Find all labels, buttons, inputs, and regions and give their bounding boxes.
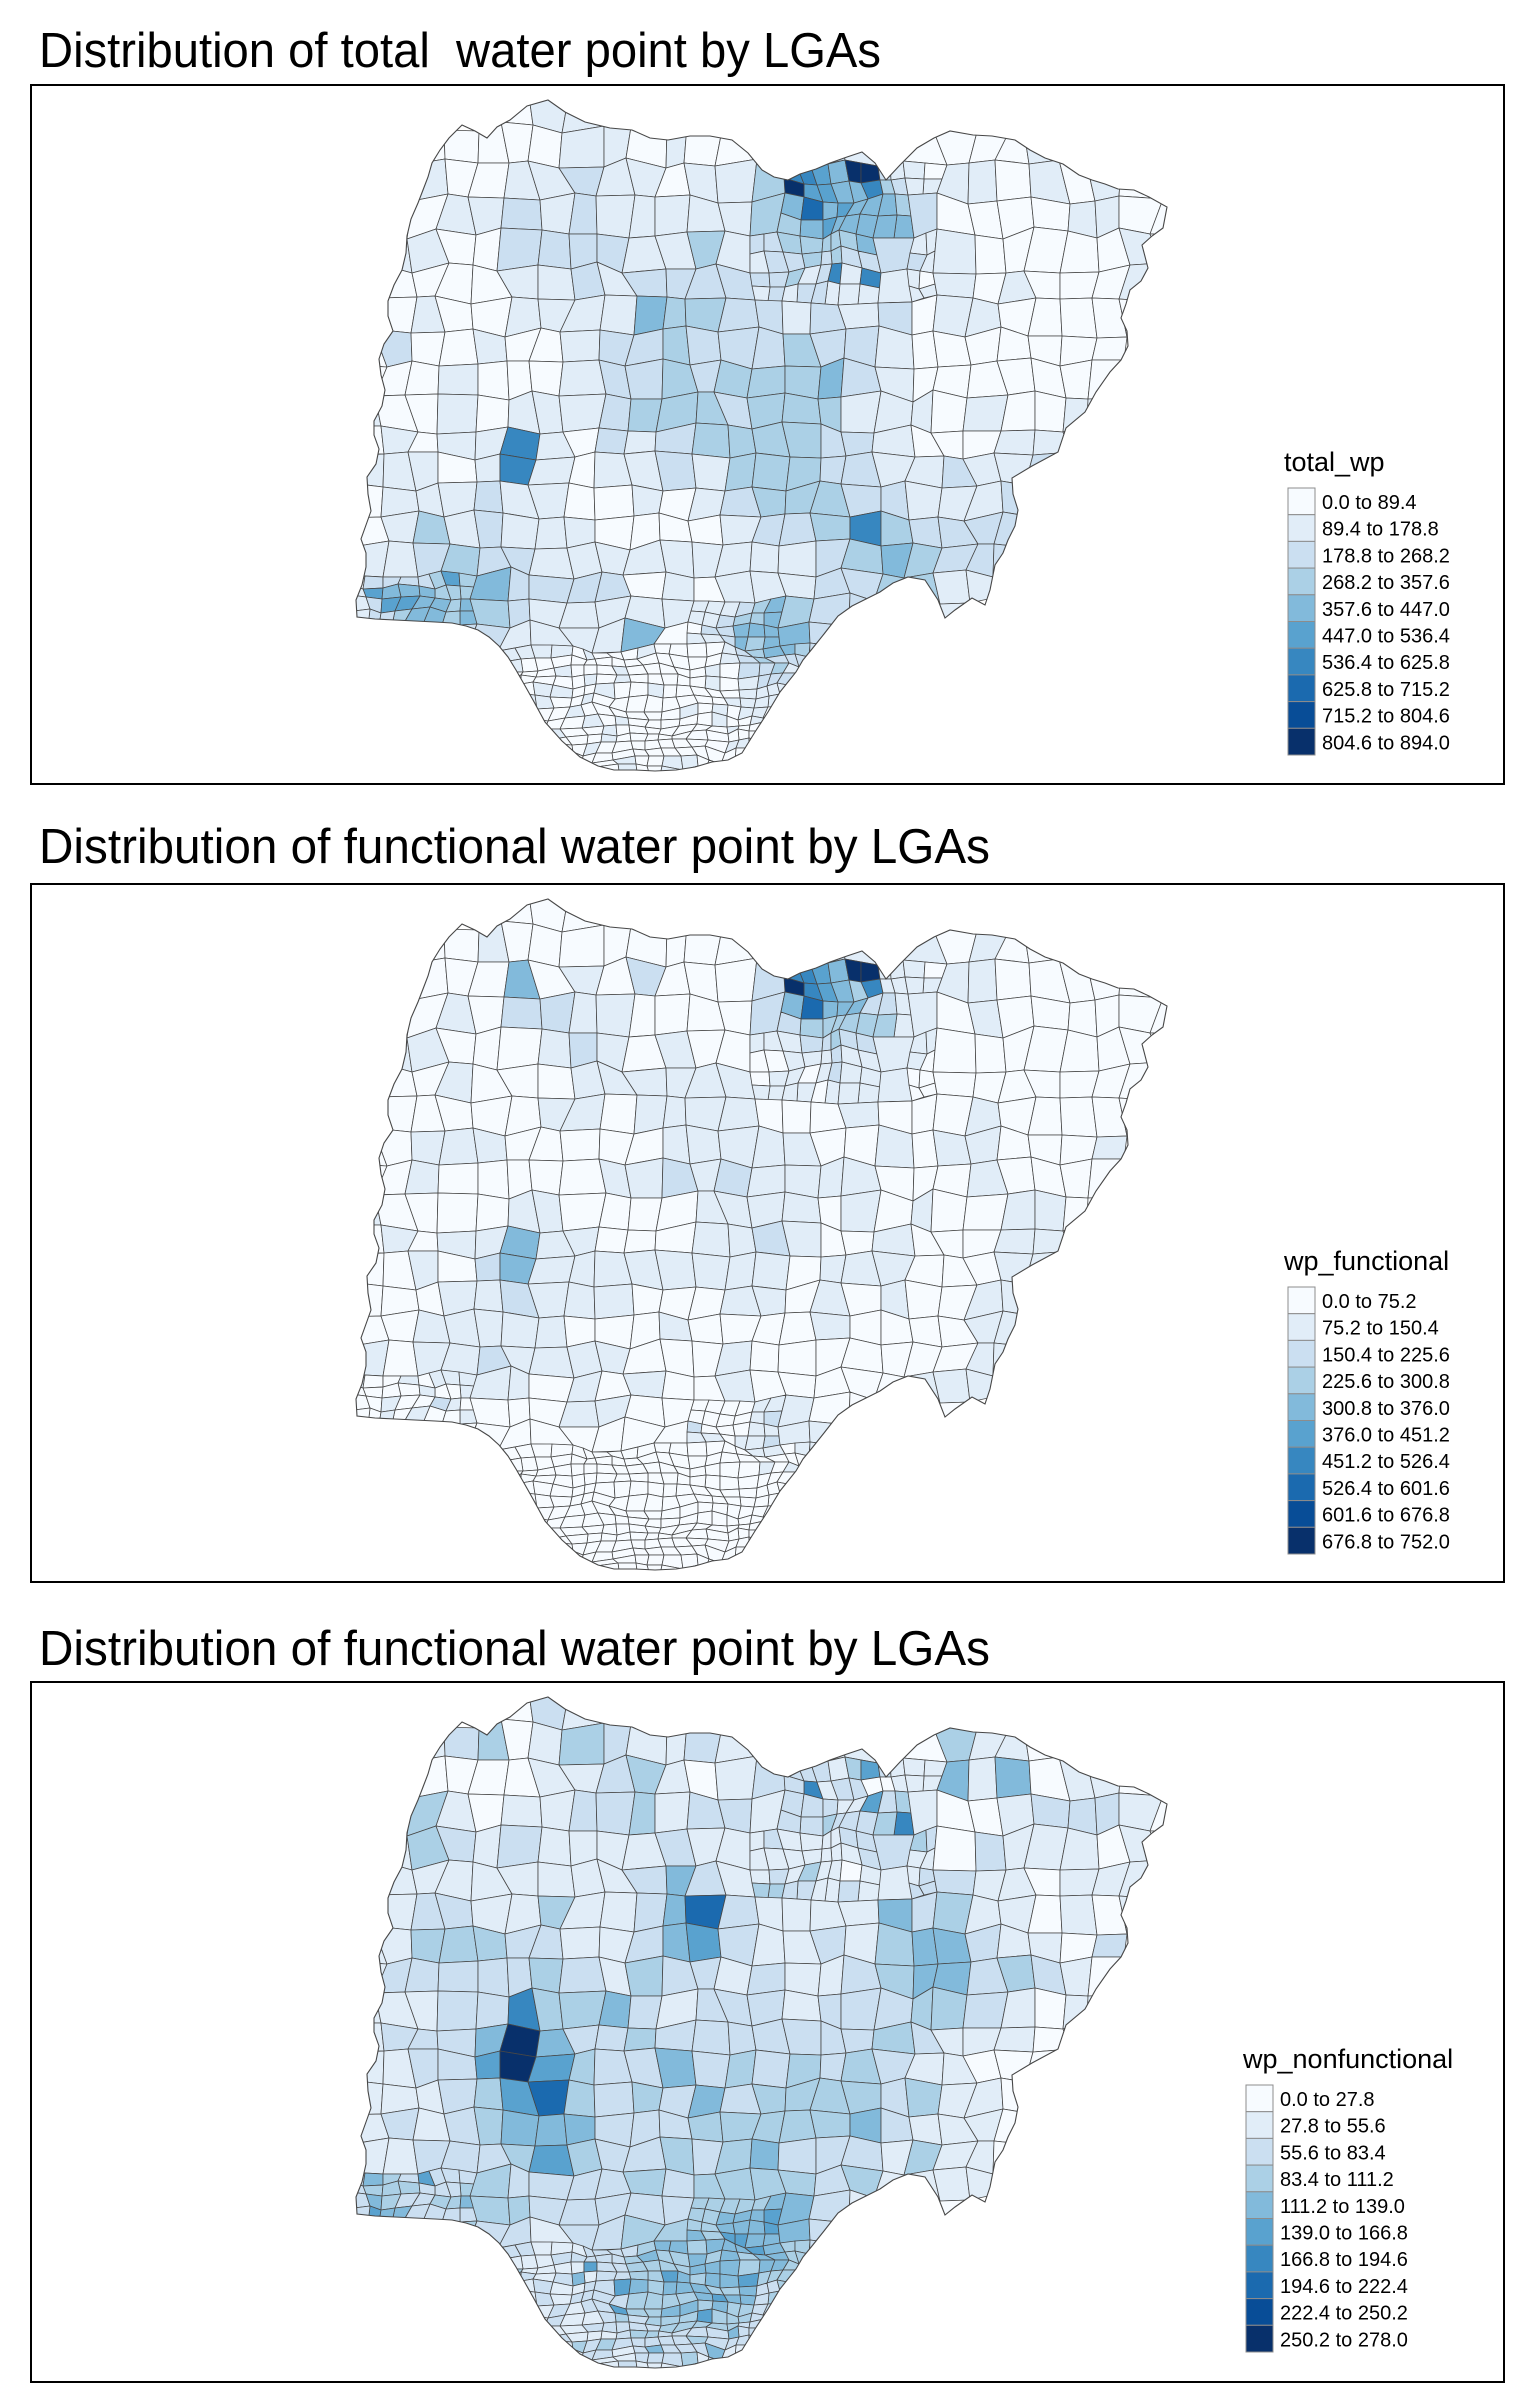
svg-text:0.0 to 27.8: 0.0 to 27.8 <box>1280 2089 1375 2111</box>
svg-text:601.6 to 676.8: 601.6 to 676.8 <box>1322 1505 1450 1527</box>
svg-text:225.6 to 300.8: 225.6 to 300.8 <box>1322 1371 1450 1393</box>
svg-text:total_wp: total_wp <box>1284 447 1385 477</box>
svg-text:268.2 to 357.6: 268.2 to 357.6 <box>1322 572 1450 594</box>
svg-text:0.0 to 89.4: 0.0 to 89.4 <box>1322 492 1417 514</box>
svg-text:804.6 to 894.0: 804.6 to 894.0 <box>1322 732 1450 754</box>
svg-text:178.8 to 268.2: 178.8 to 268.2 <box>1322 545 1450 567</box>
svg-text:83.4 to 111.2: 83.4 to 111.2 <box>1280 2169 1394 2191</box>
svg-text:111.2 to 139.0: 111.2 to 139.0 <box>1280 2196 1405 2218</box>
svg-text:300.8 to 376.0: 300.8 to 376.0 <box>1322 1398 1450 1420</box>
svg-text:27.8 to 55.6: 27.8 to 55.6 <box>1280 2116 1386 2138</box>
svg-text:139.0 to 166.8: 139.0 to 166.8 <box>1280 2223 1408 2245</box>
svg-text:376.0 to 451.2: 376.0 to 451.2 <box>1322 1425 1450 1447</box>
svg-text:55.6 to 83.4: 55.6 to 83.4 <box>1280 2142 1386 2164</box>
svg-text:625.8 to 715.2: 625.8 to 715.2 <box>1322 679 1450 701</box>
svg-text:0.0 to 75.2: 0.0 to 75.2 <box>1322 1291 1417 1313</box>
svg-text:wp_nonfunctional: wp_nonfunctional <box>1242 2044 1453 2074</box>
svg-text:166.8 to 194.6: 166.8 to 194.6 <box>1280 2249 1408 2271</box>
svg-text:Distribution of functional wat: Distribution of functional water point b… <box>39 1622 990 1676</box>
svg-text:89.4 to 178.8: 89.4 to 178.8 <box>1322 519 1439 541</box>
svg-text:222.4 to 250.2: 222.4 to 250.2 <box>1280 2303 1408 2325</box>
svg-text:447.0 to 536.4: 447.0 to 536.4 <box>1322 626 1450 648</box>
svg-text:357.6 to 447.0: 357.6 to 447.0 <box>1322 599 1450 621</box>
svg-text:676.8 to 752.0: 676.8 to 752.0 <box>1322 1531 1450 1553</box>
svg-text:250.2 to 278.0: 250.2 to 278.0 <box>1280 2329 1408 2351</box>
svg-text:451.2 to 526.4: 451.2 to 526.4 <box>1322 1451 1450 1473</box>
svg-text:75.2 to 150.4: 75.2 to 150.4 <box>1322 1318 1439 1340</box>
svg-text:715.2 to 804.6: 715.2 to 804.6 <box>1322 706 1450 728</box>
svg-text:150.4 to 225.6: 150.4 to 225.6 <box>1322 1344 1450 1366</box>
svg-text:Distribution of functional wat: Distribution of functional water point b… <box>39 820 990 874</box>
svg-text:Distribution of total water p: Distribution of total water point by LGA… <box>39 24 881 78</box>
svg-text:526.4 to 601.6: 526.4 to 601.6 <box>1322 1478 1450 1500</box>
svg-text:194.6 to 222.4: 194.6 to 222.4 <box>1280 2276 1408 2298</box>
svg-text:536.4 to 625.8: 536.4 to 625.8 <box>1322 652 1450 674</box>
svg-text:wp_functional: wp_functional <box>1283 1246 1449 1276</box>
